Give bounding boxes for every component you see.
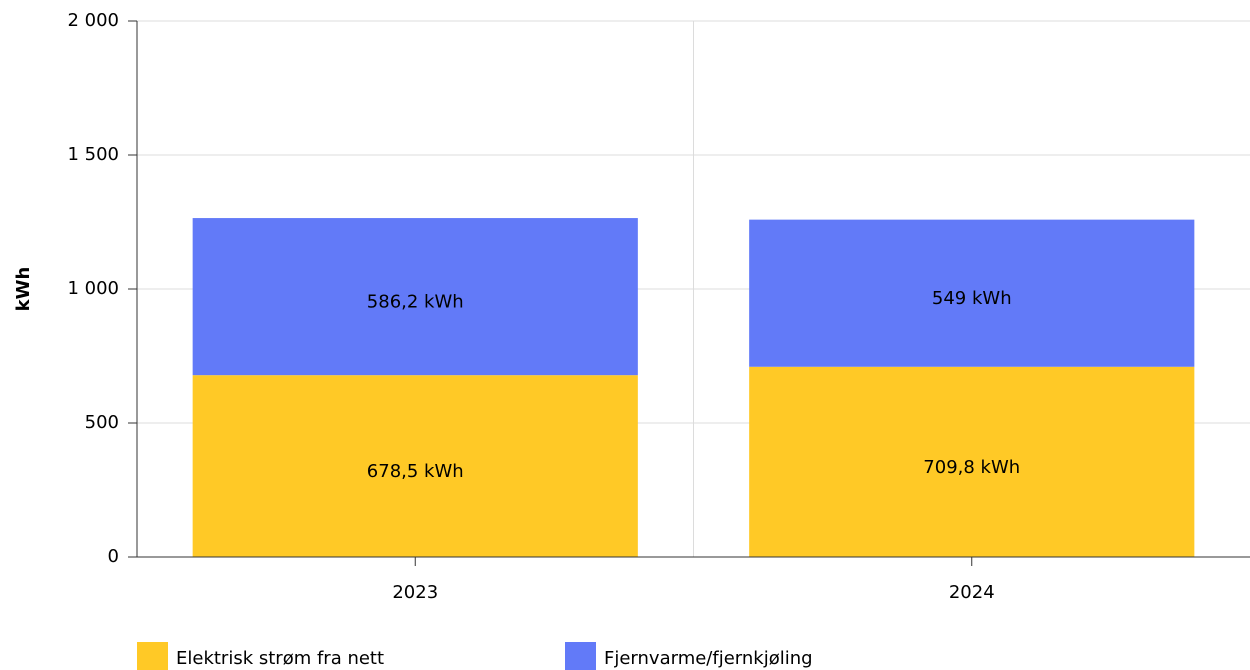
- legend-label: Fjernvarme/fjernkjøling: [604, 648, 813, 669]
- legend-swatch: [137, 642, 168, 670]
- legend-label: Elektrisk strøm fra nett: [176, 648, 384, 669]
- y-axis-label: kWh: [13, 267, 34, 312]
- y-tick-label: 2 000: [67, 10, 119, 31]
- bar-segment: [749, 366, 1195, 557]
- x-tick-label: 2023: [392, 582, 438, 603]
- x-tick-label: 2024: [949, 582, 995, 603]
- legend-swatch: [565, 642, 596, 670]
- data-label: 586,2 kWh: [367, 292, 464, 313]
- y-tick-label: 1 000: [67, 278, 119, 299]
- data-label: 549 kWh: [932, 288, 1012, 309]
- bar-segment: [192, 218, 638, 376]
- data-label: 709,8 kWh: [923, 457, 1020, 478]
- y-tick-label: 0: [108, 546, 119, 567]
- y-tick-label: 500: [85, 412, 119, 433]
- data-label: 678,5 kWh: [367, 461, 464, 482]
- bar-segment: [749, 219, 1195, 367]
- y-tick-label: 1 500: [67, 144, 119, 165]
- bar-segment: [192, 375, 638, 557]
